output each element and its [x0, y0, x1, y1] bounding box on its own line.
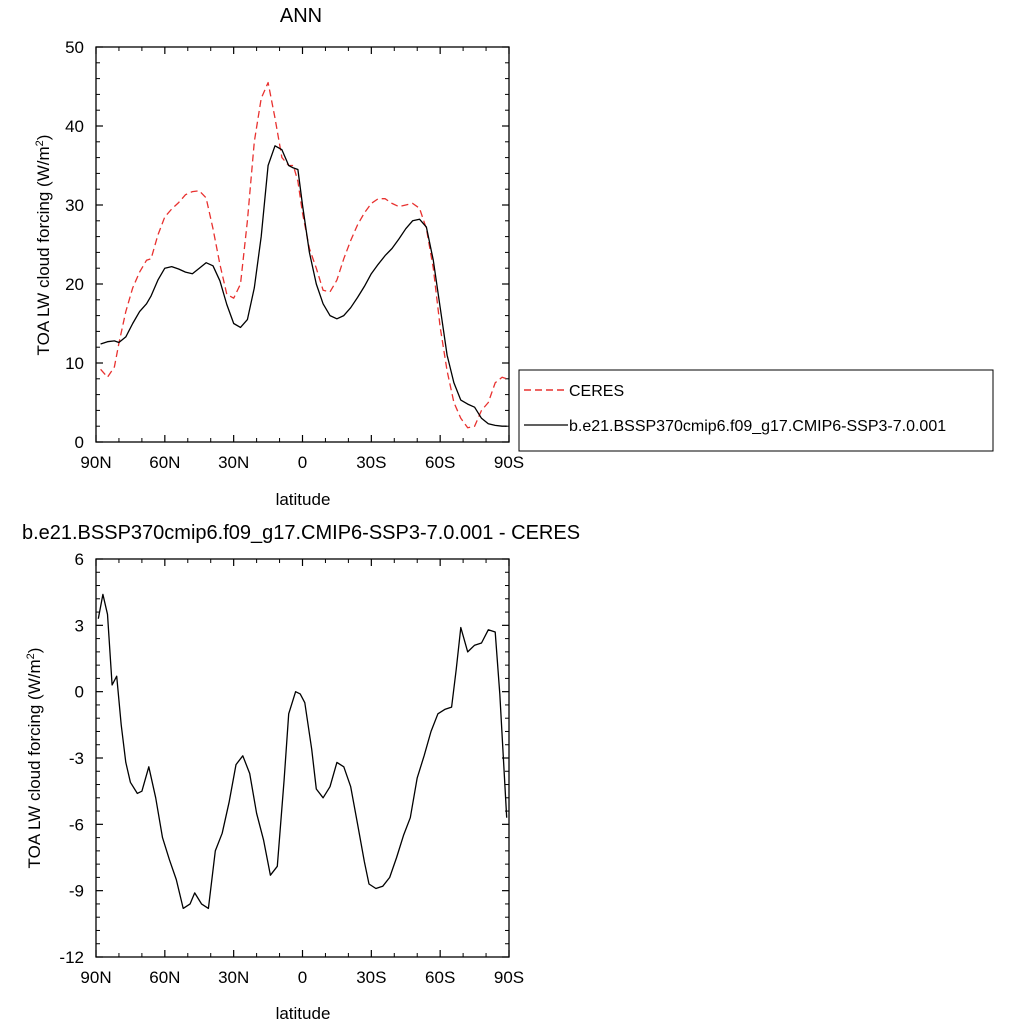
top-x-tick-label: 30S	[356, 453, 386, 472]
bottom-x-tick-label: 30N	[218, 968, 249, 987]
bottom-y-tick-label: 3	[75, 616, 84, 635]
bottom-series-lines	[97, 593, 508, 910]
bottom-x-tick-label: 30S	[356, 968, 386, 987]
bottom-plot-frame	[95, 558, 510, 958]
bottom-y-tick-label: 6	[75, 550, 84, 569]
legend-box	[518, 369, 994, 452]
bottom-y-axis-title: TOA LW cloud forcing (W/m2)	[25, 648, 44, 869]
bottom-panel: b.e21.BSSP370cmip6.f09_g17.CMIP6-SSP3-7.…	[22, 522, 580, 1023]
legend-label-ceres: CERES	[569, 383, 624, 400]
top-panel: ANN 90N 60N 30N 0 30S 60S 90S 0 10 20 30 40 50 latit…	[34, 5, 524, 509]
bottom-y-tick-label: -12	[59, 948, 84, 967]
top-y-tick-label: 10	[65, 354, 84, 373]
legend: CERES b.e21.BSSP370cmip6.f09_g17.CMIP6-S…	[518, 369, 994, 452]
bottom-y-tick-label: -6	[69, 815, 84, 834]
top-panel-title: ANN	[280, 5, 322, 27]
bottom-y-tick-label: 0	[75, 683, 84, 702]
bottom-x-tick-label: 90S	[494, 968, 524, 987]
top-series-line-b	[100, 145, 507, 427]
top-axes: 90N 60N 30N 0 30S 60S 90S 0 10 20 30 40 50	[65, 38, 524, 472]
bottom-x-tick-label: 0	[298, 968, 307, 987]
top-x-tick-label: 60N	[149, 453, 180, 472]
top-series-line-ceres	[100, 81, 507, 429]
top-y-tick-label: 0	[75, 433, 84, 452]
bottom-x-tick-label: 90N	[80, 968, 111, 987]
top-x-axis-title: latitude	[276, 490, 331, 509]
bottom-y-tick-label: -3	[69, 749, 84, 768]
legend-label-model: b.e21.BSSP370cmip6.f09_g17.CMIP6-SSP3-7.…	[569, 418, 946, 435]
top-y-tick-label: 50	[65, 38, 84, 57]
top-x-tick-label: 60S	[425, 453, 455, 472]
bottom-x-tick-label: 60S	[425, 968, 455, 987]
bottom-axes: 90N 60N 30N 0 30S 60S 90S -12 -9 -6 -3 0 3 6	[59, 550, 524, 987]
top-x-tick-label: 30N	[218, 453, 249, 472]
top-x-tick-label: 90N	[80, 453, 111, 472]
bottom-series-line-difference	[97, 593, 508, 910]
top-x-tick-label: 90S	[494, 453, 524, 472]
bottom-y-tick-label: -9	[69, 882, 84, 901]
top-series-lines	[100, 81, 507, 429]
top-y-axis-title: TOA LW cloud forcing (W/m2)	[34, 135, 53, 356]
bottom-x-tick-label: 60N	[149, 968, 180, 987]
top-y-tick-label: 20	[65, 275, 84, 294]
top-y-tick-label: 40	[65, 117, 84, 136]
top-y-tick-label: 30	[65, 196, 84, 215]
bottom-x-axis-title: latitude	[276, 1004, 331, 1023]
top-x-tick-label: 0	[298, 453, 307, 472]
top-plot-frame	[95, 46, 510, 443]
bottom-panel-title: b.e21.BSSP370cmip6.f09_g17.CMIP6-SSP3-7.…	[22, 522, 580, 544]
